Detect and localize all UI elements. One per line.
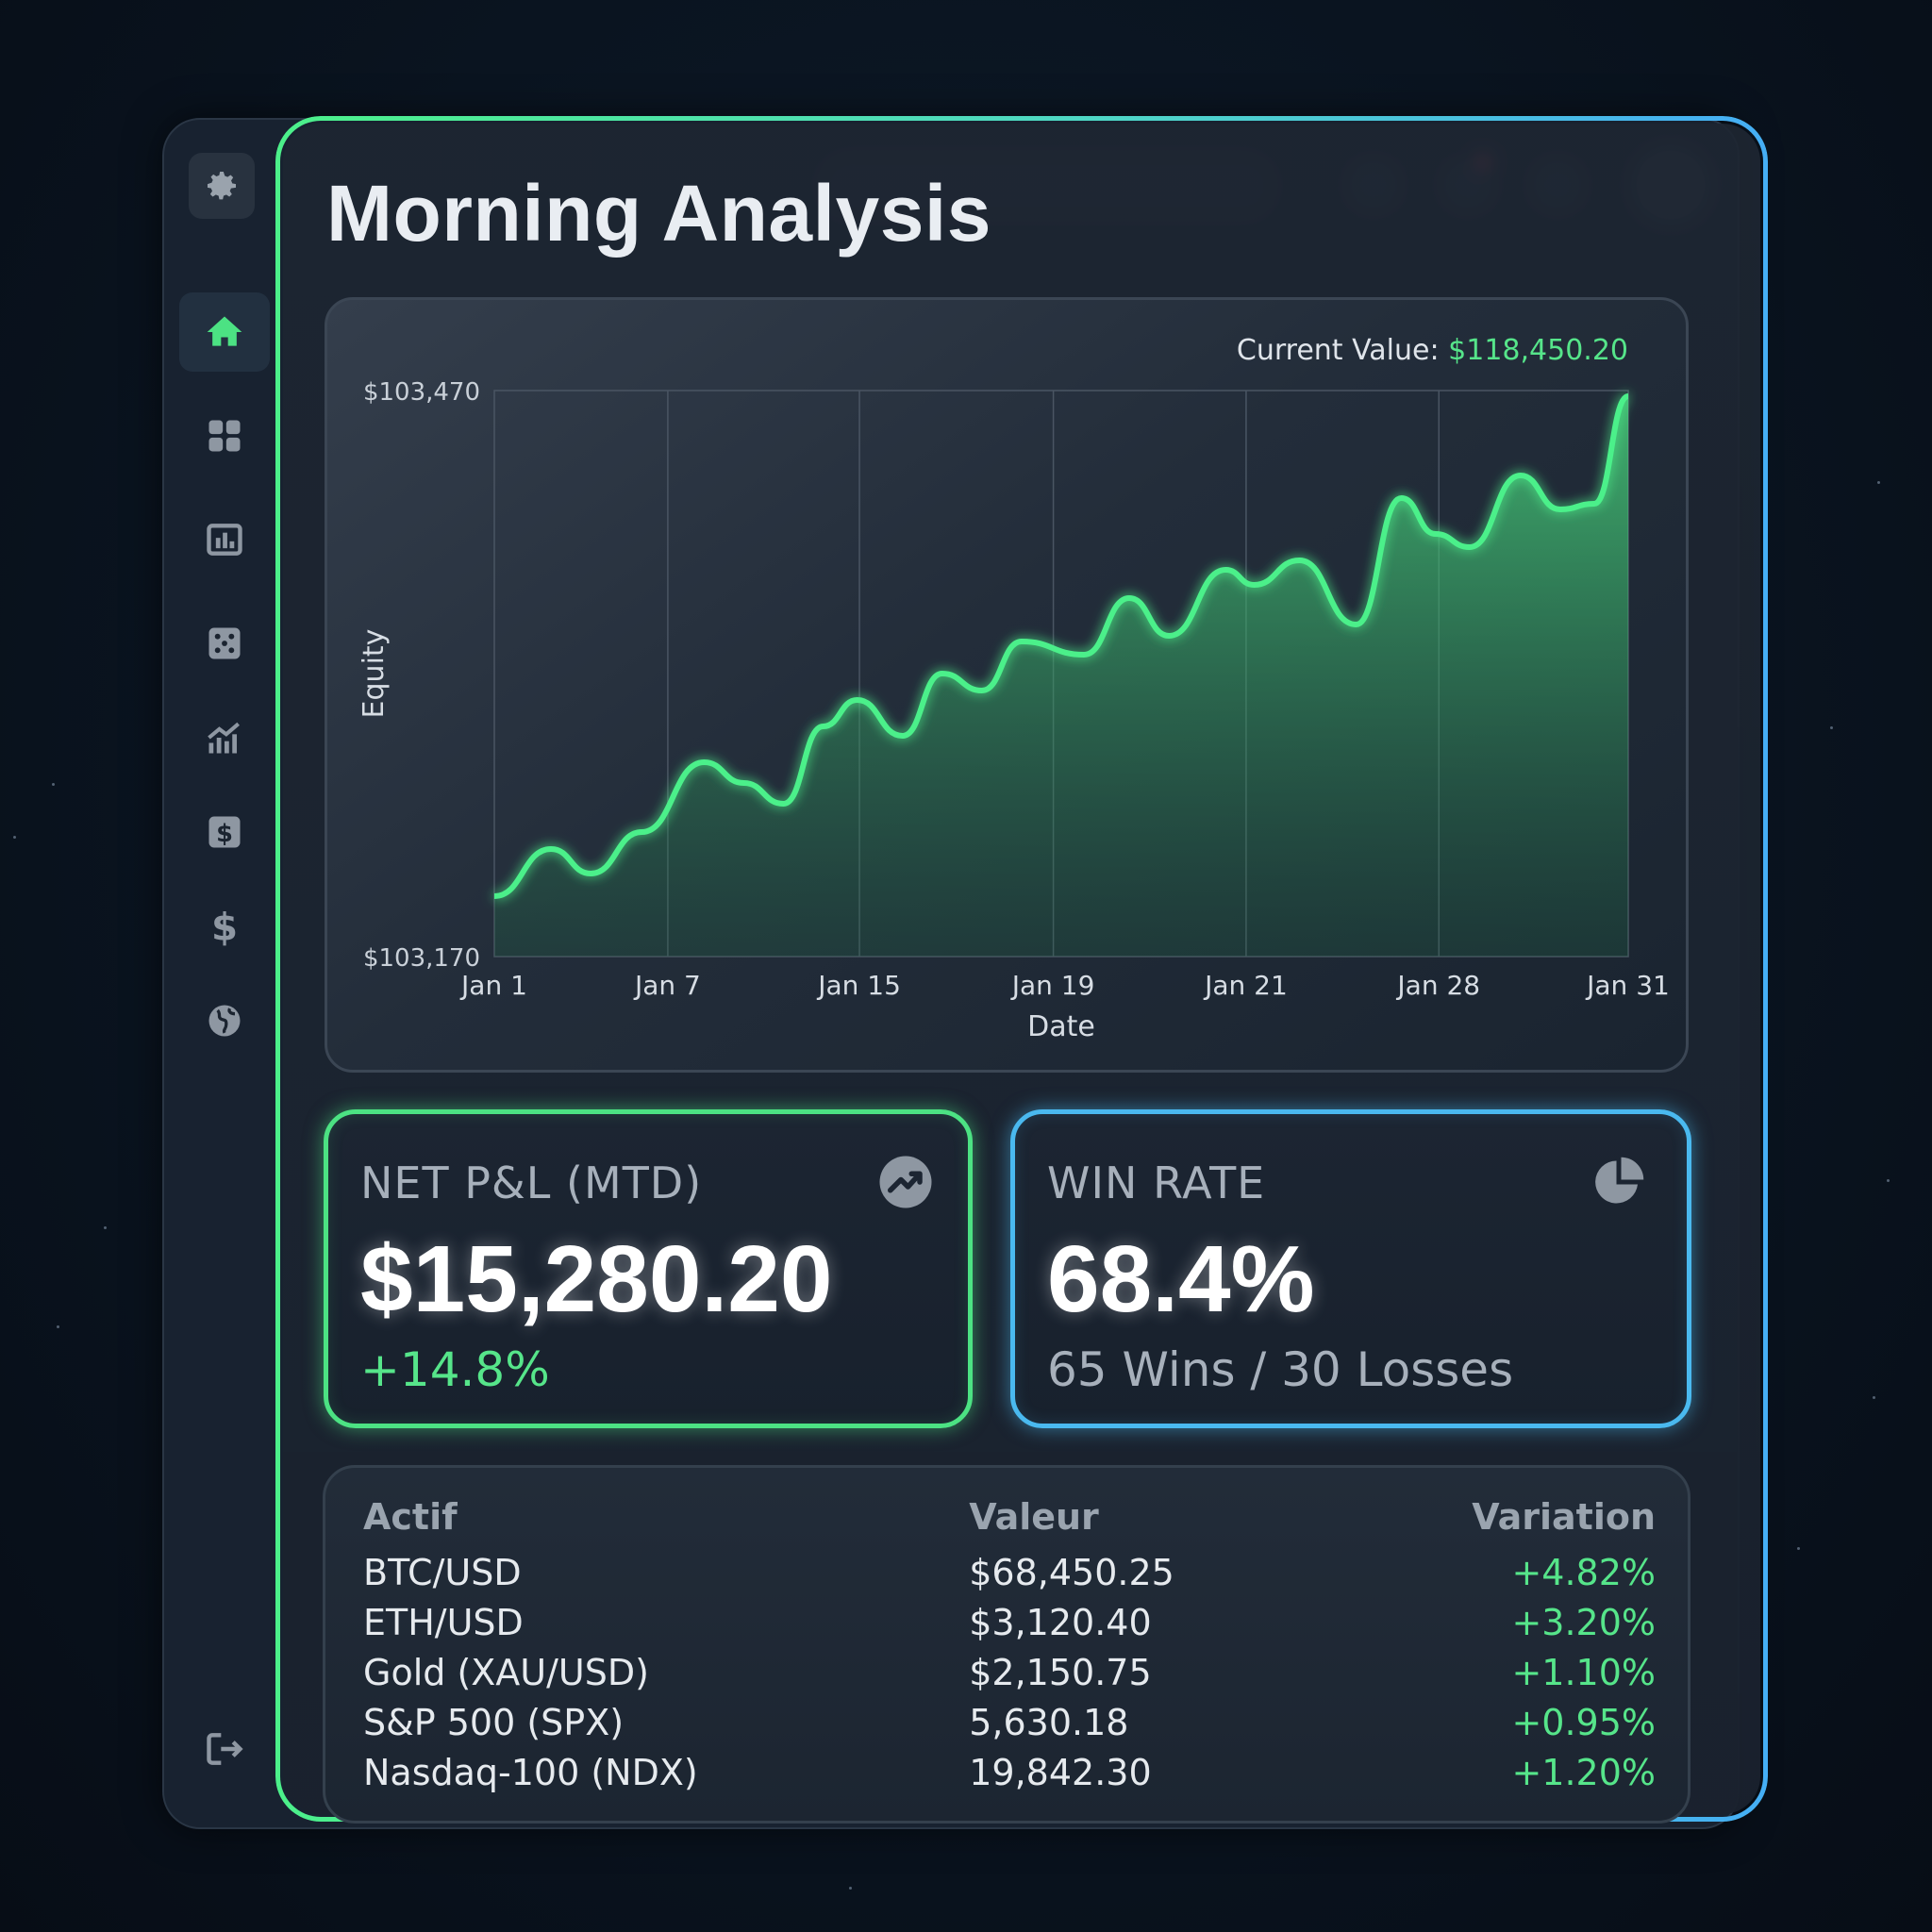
- sidebar-item-reports[interactable]: [179, 500, 270, 579]
- x-tick-label: Jan 1: [459, 970, 527, 1001]
- equity-area: [494, 396, 1628, 957]
- home-icon: [207, 316, 242, 346]
- sidebar-item-finance[interactable]: $: [179, 792, 270, 872]
- current-value-label: Current Value:: [1236, 334, 1440, 367]
- asset-value: 5,630.18: [969, 1701, 1129, 1743]
- svg-text:$: $: [211, 906, 238, 947]
- dollar-icon: $: [211, 906, 238, 947]
- table-row[interactable]: Gold (XAU/USD) $2,150.75 +1.10%: [363, 1647, 1656, 1697]
- assets-table: Actif Valeur Variation BTC/USD $68,450.2…: [363, 1496, 1656, 1797]
- asset-value: $2,150.75: [969, 1651, 1152, 1693]
- column-header-asset[interactable]: Actif: [363, 1496, 458, 1538]
- sidebar-item-analytics[interactable]: [179, 698, 270, 777]
- asset-name: BTC/USD: [363, 1551, 522, 1593]
- current-value: Current Value: $118,450.20: [1237, 334, 1628, 367]
- trend-up-icon: [879, 1156, 932, 1208]
- asset-name: S&P 500 (SPX): [363, 1701, 625, 1743]
- dice-icon: [208, 627, 241, 659]
- asset-change: +0.95%: [1511, 1701, 1656, 1743]
- current-value-amount: $118,450.20: [1448, 334, 1628, 367]
- equity-line: [493, 393, 1630, 899]
- bar-chart-icon: [207, 524, 242, 556]
- x-tick-label: Jan 31: [1585, 970, 1670, 1001]
- gear-icon: [208, 172, 236, 200]
- win-rate-label: WIN RATE: [1047, 1158, 1266, 1208]
- asset-value: $3,120.40: [969, 1601, 1152, 1643]
- page-title: Morning Analysis: [326, 169, 991, 258]
- asset-change: +4.82%: [1511, 1551, 1656, 1593]
- x-tick-label: Jan 15: [816, 970, 901, 1001]
- net-pnl-change: +14.8%: [360, 1342, 550, 1397]
- win-rate-value: 68.4%: [1047, 1226, 1315, 1332]
- net-pnl-card[interactable]: NET P&L (MTD) $15,280.20 +14.8%: [324, 1109, 973, 1428]
- asset-change: +3.20%: [1511, 1601, 1656, 1643]
- sidebar-item-home[interactable]: [179, 292, 270, 372]
- x-tick-label: Jan 28: [1395, 970, 1480, 1001]
- sidebar-item-markets[interactable]: [179, 981, 270, 1060]
- x-tick-label: Jan 19: [1010, 970, 1095, 1001]
- table-row[interactable]: Nasdaq-100 (NDX) 19,842.30 +1.20%: [363, 1747, 1656, 1797]
- asset-change: +1.10%: [1511, 1651, 1656, 1693]
- x-tick-label: Jan 21: [1203, 970, 1288, 1001]
- x-tick-label: Jan 7: [633, 970, 701, 1001]
- sidebar-item-dashboard[interactable]: [179, 396, 270, 475]
- equity-chart[interactable]: Jan 1 Jan 7 Jan 15 Jan 19 Jan 21 Jan 28 Jan 31…: [325, 297, 1689, 1073]
- x-axis-title: Date: [1027, 1010, 1095, 1043]
- sidebar-item-settings[interactable]: [189, 153, 255, 219]
- asset-value: $68,450.25: [969, 1551, 1174, 1593]
- grid-icon: [208, 420, 241, 452]
- asset-name: Gold (XAU/USD): [363, 1651, 649, 1693]
- asset-name: ETH/USD: [363, 1601, 524, 1643]
- y-axis-title: Equity: [358, 629, 391, 719]
- asset-change: +1.20%: [1511, 1751, 1656, 1793]
- pie-chart-icon: [1595, 1157, 1644, 1204]
- net-pnl-label: NET P&L (MTD): [360, 1158, 703, 1208]
- table-row[interactable]: ETH/USD $3,120.40 +3.20%: [363, 1597, 1656, 1647]
- assets-table-card: Actif Valeur Variation BTC/USD $68,450.2…: [323, 1465, 1690, 1824]
- table-row[interactable]: BTC/USD $68,450.25 +4.82%: [363, 1547, 1656, 1597]
- win-rate-card[interactable]: WIN RATE 68.4% 65 Wins / 30 Losses: [1010, 1109, 1691, 1428]
- sidebar-item-logout[interactable]: [179, 1709, 270, 1789]
- y-tick-label: $103,170: [363, 944, 480, 973]
- table-row[interactable]: S&P 500 (SPX) 5,630.18 +0.95%: [363, 1697, 1656, 1747]
- logout-icon: [207, 1733, 243, 1765]
- column-header-change[interactable]: Variation: [1472, 1496, 1656, 1538]
- column-header-value[interactable]: Valeur: [969, 1496, 1099, 1538]
- svg-text:$: $: [216, 820, 233, 848]
- globe-icon: [208, 1005, 241, 1037]
- sidebar-item-payments[interactable]: $: [179, 887, 270, 966]
- sidebar-item-games[interactable]: [179, 604, 270, 683]
- y-tick-label: $103,470: [363, 378, 480, 407]
- trend-chart-icon: [208, 722, 240, 754]
- net-pnl-value: $15,280.20: [360, 1226, 833, 1332]
- asset-name: Nasdaq-100 (NDX): [363, 1751, 698, 1793]
- win-loss-count: 65 Wins / 30 Losses: [1047, 1342, 1514, 1397]
- asset-value: 19,842.30: [969, 1751, 1152, 1793]
- dollar-box-icon: $: [208, 816, 241, 848]
- table-header-row: Actif Valeur Variation: [363, 1496, 1656, 1547]
